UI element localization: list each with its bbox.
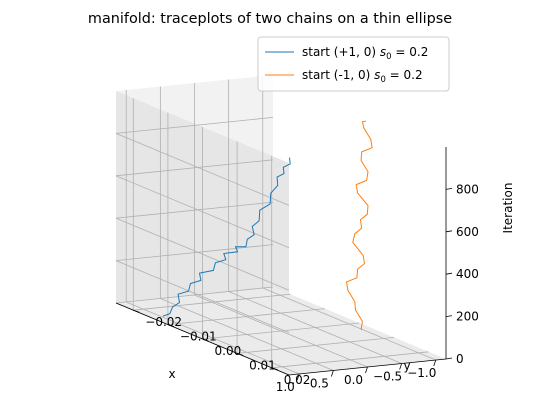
z-tick-label: 400 [456, 267, 479, 281]
grid-line [271, 351, 429, 369]
grid-line [115, 217, 290, 291]
x-tick-label: −1.0 [407, 366, 436, 380]
z-tick-label: 600 [456, 225, 479, 239]
axis-panes [116, 75, 446, 375]
grid-line [202, 322, 360, 340]
axis-ticks: −1.0 −0.5 0.0 0.5 1.0 −0.02−0.010.00 0.01 0.02 0… [133, 182, 479, 394]
series-line-1 [162, 157, 291, 317]
grid-line [115, 244, 274, 261]
y-tick [236, 353, 244, 356]
legend: start (+1, 0) s0 = 0.2 start (-1, 0) s0 … [257, 36, 450, 92]
grid-line [167, 308, 325, 325]
y-tick-label: −0.02 [145, 315, 182, 329]
z-tick [445, 357, 453, 360]
y-tick-label: 0.02 [284, 373, 311, 387]
z-tick-label: 800 [456, 182, 479, 196]
x-tick [330, 370, 334, 377]
z-tick [445, 230, 453, 233]
series-layer [162, 120, 373, 331]
z-tick-label: 200 [456, 310, 479, 324]
x-tick [296, 373, 300, 381]
x-tick [365, 366, 368, 374]
x-tick-label: 1.0 [276, 380, 295, 394]
grid-line [115, 201, 274, 219]
y-tick-label: −0.01 [180, 330, 217, 344]
axis-grid [115, 76, 436, 376]
x-tick [399, 363, 403, 370]
x-tick-label: 0.0 [344, 373, 363, 387]
chart-title: manifold: traceplots of two chains on a … [88, 11, 452, 27]
grid-line [115, 260, 290, 333]
x-axis-label: x [168, 367, 175, 381]
series-line-2 [345, 120, 373, 331]
x-tick [433, 359, 437, 367]
grid-line [133, 293, 291, 311]
y-tick [202, 338, 209, 342]
z-tick [445, 315, 453, 317]
y-tick-label: 0.01 [249, 358, 276, 372]
x-tick-label: −0.5 [373, 370, 402, 384]
grid-line [115, 286, 274, 304]
legend-label-series-1: start (+1, 0) s0 = 0.2 [302, 45, 428, 62]
y-tick [167, 324, 175, 327]
y-tick-label: 0.00 [215, 344, 242, 358]
grid-line [115, 175, 290, 249]
grid-line [115, 117, 274, 134]
z-tick [445, 272, 453, 275]
z-axis-label: Iteration [501, 183, 515, 234]
grid-line [115, 133, 290, 206]
z-tick [445, 188, 453, 190]
grid-line [115, 159, 274, 177]
legend-box [257, 36, 450, 92]
z-tick-label: 0 [456, 352, 464, 366]
y-tick [133, 309, 140, 313]
legend-label-series-2: start (-1, 0) s0 = 0.2 [302, 68, 423, 85]
y-tick [271, 367, 278, 371]
x-tick-label: 0.5 [310, 376, 329, 390]
grid-line [237, 337, 395, 354]
y-axis-label: y [403, 359, 410, 373]
